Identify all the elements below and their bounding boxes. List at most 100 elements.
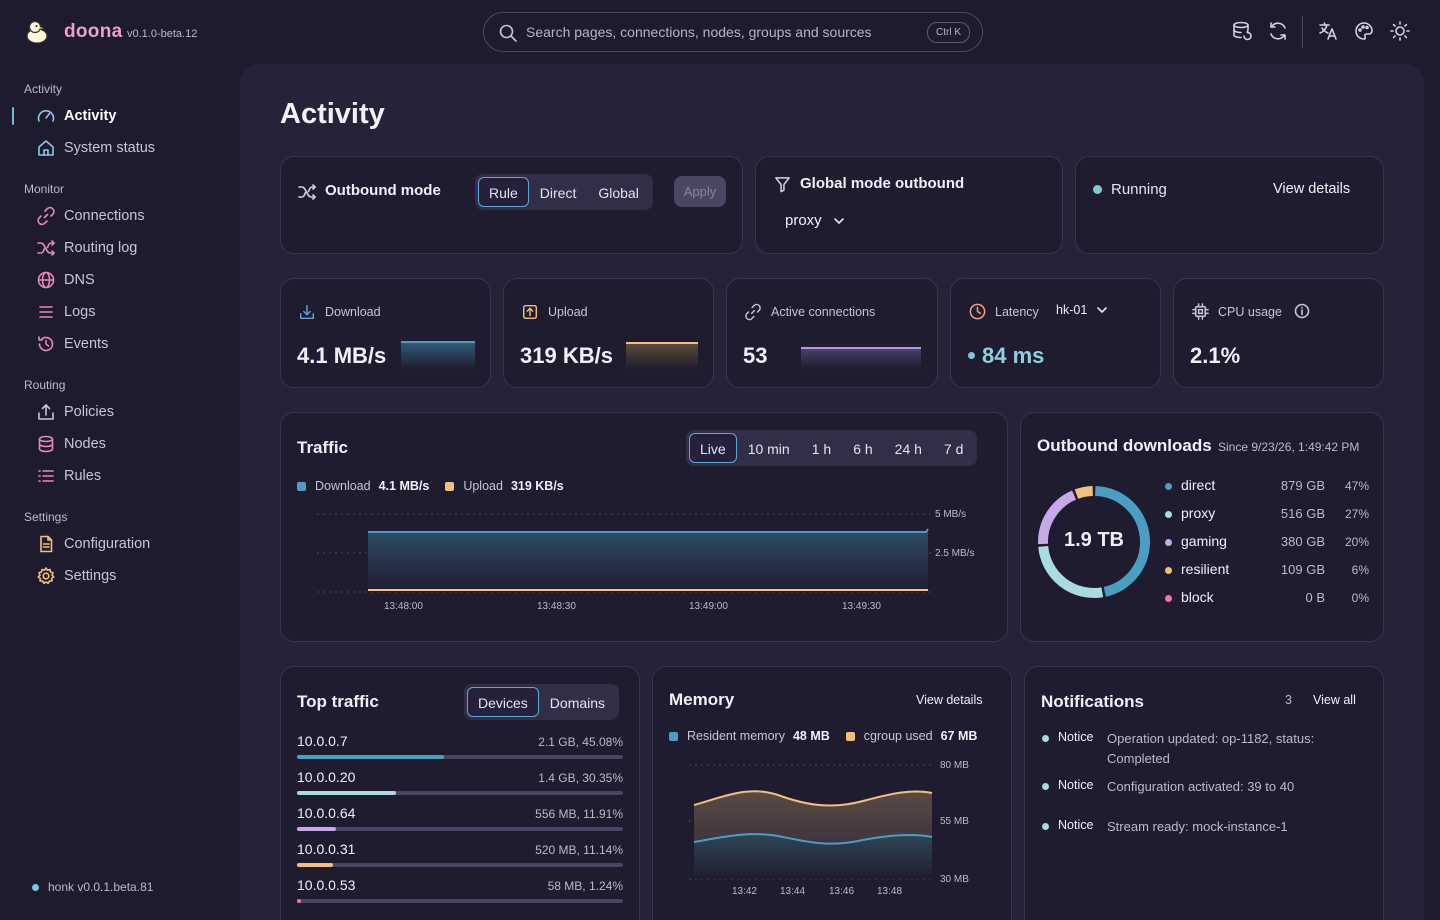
y-tick-label: 2.5 MB/s [935,548,975,559]
sidebar-section-monitor: Monitor [24,182,65,196]
legend-resident-label: Resident memory [687,729,785,743]
tab-devices[interactable]: Devices [467,687,539,717]
range-option-7d[interactable]: 7 d [943,441,964,457]
database-sync-icon[interactable] [1231,20,1255,44]
sidebar-item-label: Configuration [64,536,151,552]
sidebar-item-system-status[interactable]: System status [36,135,155,161]
sidebar-item-configuration[interactable]: Configuration [36,531,150,557]
shuffle-icon [36,238,56,258]
app-logo-icon [24,18,52,46]
latency-node-select[interactable]: hk-01 [1056,303,1109,317]
translate-icon[interactable] [1317,20,1341,44]
top-traffic-tabs[interactable]: Devices Domains [464,684,620,720]
notification-level: Notice [1058,778,1094,792]
resident-area [694,834,932,879]
sidebar-section-settings: Settings [24,510,68,524]
gauge-icon [36,106,56,126]
info-icon[interactable] [1294,303,1310,319]
sidebar-section-routing: Routing [24,378,66,392]
top-traffic-row[interactable]: 10.0.0.20 1.4 GB, 30.35% [297,769,623,799]
outbound-name: block [1181,589,1214,605]
memory-legend: Resident memory 48 MB cgroup used 67 MB [669,729,977,743]
search-shortcut-badge: Ctrl K [927,22,970,43]
backend-version: honk v0.0.1.beta.81 [48,880,154,894]
outbound-row: block 0 B 0% [1165,589,1369,609]
notification-text: Operation updated: op-1182, status: Comp… [1107,731,1315,766]
download-icon [298,303,316,321]
outbound-name: proxy [1181,505,1216,521]
sidebar-item-logs[interactable]: Logs [36,299,95,325]
memory-view-details-link[interactable]: View details [916,693,983,707]
outbound-name: gaming [1181,533,1227,549]
connections-stat-card: Active connections 53 [726,278,938,388]
sidebar-item-routing-log[interactable]: Routing log [36,235,137,261]
top-traffic-bar-fill [297,899,302,903]
running-status-dot [1093,185,1102,194]
range-option-1h[interactable]: 1 h [811,441,832,457]
range-option-10min[interactable]: 10 min [747,441,790,457]
top-traffic-bar-track [297,863,623,867]
view-status-details-link[interactable]: View details [1273,181,1351,197]
top-traffic-name: 10.0.0.7 [297,733,348,749]
global-mode-select[interactable]: proxy [785,212,846,229]
cpu-stat-label: CPU usage [1218,305,1282,319]
global-mode-card: Global mode outbound proxy [755,156,1063,254]
upload-stat-card: Upload 319 KB/s [503,278,714,388]
top-traffic-name: 10.0.0.20 [297,769,356,785]
download-line [368,528,929,533]
mode-option-direct[interactable]: Direct [539,185,577,201]
sidebar-item-events[interactable]: Events [36,331,108,357]
notification-text: Stream ready: mock-instance-1 [1107,819,1288,834]
sidebar-item-settings[interactable]: Settings [36,563,116,589]
top-traffic-row[interactable]: 10.0.0.31 520 MB, 11.14% [297,841,623,871]
sidebar-item-nodes[interactable]: Nodes [36,431,106,457]
memory-title: Memory [669,690,735,709]
range-option-24h[interactable]: 24 h [894,441,922,457]
outbound-percent: 27% [1344,507,1369,521]
sidebar-item-connections[interactable]: Connections [36,203,145,229]
apply-button[interactable]: Apply [674,176,726,207]
traffic-range-selector[interactable]: Live 10 min 1 h 6 h 24 h 7 d [686,430,978,466]
sidebar-item-activity[interactable]: Activity [36,103,116,129]
outbound-downloads-since: Since 9/23/26, 1:49:42 PM [1218,440,1360,454]
globe-icon [36,270,56,290]
range-option-6h[interactable]: 6 h [853,441,873,457]
global-search[interactable]: Ctrl K [483,12,983,52]
outbound-percent: 47% [1344,479,1369,493]
notifications-view-all-link[interactable]: View all [1313,693,1356,707]
mode-option-global[interactable]: Global [598,185,639,201]
range-option-live[interactable]: Live [689,433,737,463]
legend-swatch-resident [669,731,678,741]
link-icon [744,303,762,321]
top-traffic-row[interactable]: 10.0.0.53 58 MB, 1.24% [297,877,623,907]
outbound-amount: 380 GB [1280,534,1325,549]
top-traffic-row[interactable]: 10.0.0.64 556 MB, 11.91% [297,805,623,835]
upload-stat-label: Upload [548,305,588,319]
sun-icon[interactable] [1389,20,1413,44]
sidebar-item-rules[interactable]: Rules [36,463,101,489]
sidebar-item-dns[interactable]: DNS [36,267,95,293]
sidebar-item-policies[interactable]: Policies [36,399,114,425]
mode-option-rule[interactable]: Rule [478,177,529,207]
outbound-percent: 0% [1351,591,1369,605]
y-tick-label: 5 MB/s [935,509,967,520]
refresh-icon[interactable] [1267,20,1291,44]
top-traffic-row[interactable]: 10.0.0.7 2.1 GB, 45.08% [297,733,623,763]
outbound-downloads-title: Outbound downloads [1037,436,1212,455]
search-input[interactable] [526,21,916,43]
legend-swatch-upload [445,481,455,491]
palette-icon[interactable] [1353,20,1377,44]
cgroup-line [693,790,933,807]
tab-domains[interactable]: Domains [549,695,606,711]
outbound-mode-selector[interactable]: Rule Direct Global [475,174,653,210]
x-tick-label: 13:49:00 [689,601,728,612]
clock-icon [968,302,987,321]
y-tick-label: 30 MB [940,874,969,885]
outbound-amount: 879 GB [1280,478,1325,493]
donut-total: 1.9 TB [1063,529,1125,551]
outbound-percent: 20% [1344,535,1369,549]
outbound-mode-title: Outbound mode [325,182,441,199]
outbound-amount: 109 GB [1280,562,1325,577]
outbound-percent: 6% [1351,563,1369,577]
legend-cgroup-value: 67 MB [940,729,978,743]
